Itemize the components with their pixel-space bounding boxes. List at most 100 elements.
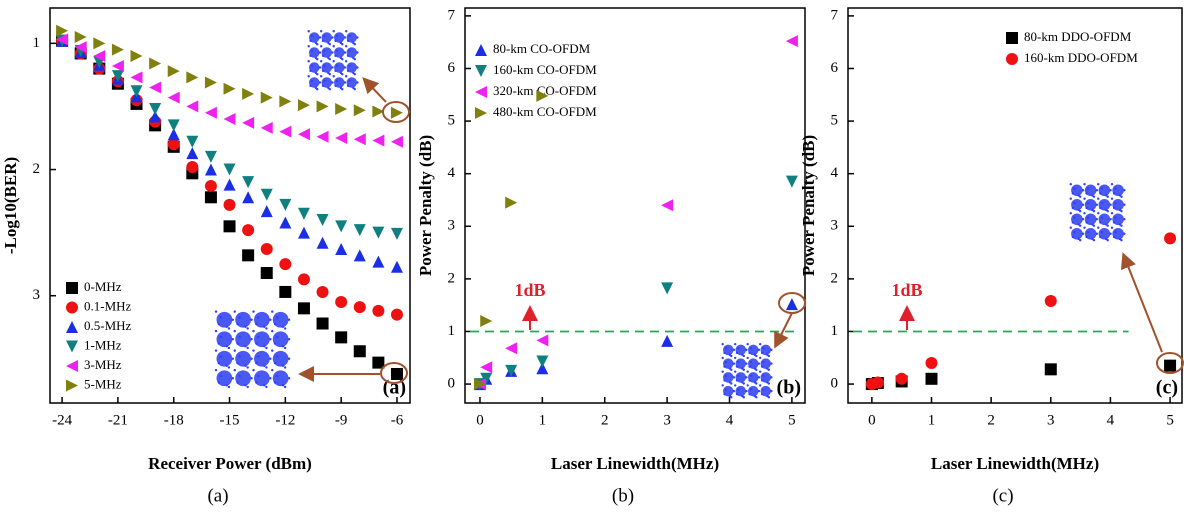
marker (390, 260, 403, 273)
constellation-noise (1099, 192, 1102, 195)
constellation-noise (762, 374, 765, 377)
constellation-noise (753, 394, 757, 398)
constellation-noise (746, 342, 749, 346)
x-tick-label: 3 (663, 412, 671, 428)
y-tick-label: 5 (831, 113, 839, 129)
constellation-noise (344, 45, 348, 48)
constellation-noise (1069, 212, 1072, 215)
marker (223, 163, 236, 176)
constellation-noise (760, 392, 764, 396)
constellation-noise (287, 377, 291, 380)
constellation-noise (323, 49, 326, 52)
marker (260, 267, 273, 280)
constellation-noise (257, 316, 260, 319)
constellation-noise (1077, 223, 1080, 226)
constellation-noise (244, 325, 247, 328)
constellation-noise (244, 364, 247, 367)
constellation-noise (745, 362, 748, 365)
constellation-noise (219, 355, 223, 358)
constellation-noise (321, 69, 325, 73)
constellation-noise (749, 374, 753, 377)
constellation-noise (1110, 197, 1114, 200)
constellation-noise (346, 84, 350, 88)
constellation-noise (348, 64, 351, 67)
constellation-noise (1104, 208, 1108, 212)
marker (335, 102, 348, 115)
marker (204, 179, 217, 192)
marker (505, 364, 518, 377)
constellation-noise (758, 342, 762, 346)
constellation-noise (269, 318, 272, 321)
constellation-noise (323, 34, 326, 37)
constellation-noise (343, 51, 347, 54)
constellation-point (1071, 198, 1083, 211)
constellation-noise (1086, 230, 1090, 234)
caption: (a) (207, 485, 228, 506)
pointer-arrow (362, 77, 387, 103)
constellation-noise (339, 41, 343, 45)
constellation-noise (1071, 192, 1075, 195)
constellation-noise (225, 384, 228, 387)
marker (390, 367, 403, 380)
marker (661, 334, 674, 347)
constellation-noise (1118, 223, 1122, 226)
constellation-noise (309, 54, 312, 58)
constellation-noise (327, 41, 330, 45)
constellation-noise (314, 71, 318, 75)
constellation-noise (1069, 183, 1072, 186)
constellation-noise (735, 379, 739, 382)
constellation-noise (1081, 232, 1085, 235)
constellation-noise (753, 353, 757, 357)
constellation-noise (255, 381, 258, 384)
marker (785, 175, 798, 188)
constellation-noise (332, 30, 335, 33)
marker (242, 176, 255, 189)
plot-frame (464, 7, 806, 404)
constellation-noise (749, 347, 753, 350)
constellation-point (216, 370, 233, 387)
constellation-noise (762, 347, 765, 350)
marker (130, 85, 143, 98)
marker (505, 342, 518, 355)
marker (149, 81, 162, 94)
annotation: 1dB (891, 280, 922, 300)
constellation-noise (1104, 194, 1108, 197)
marker (390, 227, 403, 240)
constellation-noise (1077, 237, 1080, 241)
constellation-point (1112, 213, 1124, 226)
constellation-noise (236, 322, 239, 326)
marker (74, 31, 87, 44)
marker (167, 119, 180, 132)
constellation-noise (252, 349, 255, 352)
marker (186, 135, 199, 148)
x-tick-label: -21 (108, 412, 128, 428)
marker (335, 331, 348, 344)
constellation-point (1071, 184, 1083, 197)
constellation-noise (263, 364, 266, 367)
legend-marker (66, 340, 78, 353)
x-tick-label: 3 (1047, 412, 1055, 428)
constellation-noise (728, 353, 732, 357)
constellation-noise (728, 394, 732, 398)
constellation-noise (1100, 230, 1104, 234)
legend-label: 0-MHz (84, 279, 122, 294)
constellation-noise (1100, 201, 1104, 205)
constellation-noise (309, 69, 312, 73)
constellation-noise (745, 389, 748, 393)
constellation-point (254, 370, 270, 387)
marker (372, 255, 385, 268)
constellation-noise (339, 86, 343, 90)
constellation-noise (321, 54, 325, 58)
y-tick-label: 6 (448, 60, 456, 76)
constellation-noise (332, 60, 335, 63)
constellation-noise (238, 335, 241, 339)
constellation-noise (217, 322, 221, 326)
marker (1044, 294, 1057, 307)
marker (316, 100, 329, 113)
constellation-noise (275, 335, 279, 339)
constellation-point (216, 331, 233, 348)
constellation-inset (214, 310, 291, 389)
constellation-noise (227, 346, 231, 350)
constellation-point (1098, 198, 1111, 211)
constellation-point (1098, 213, 1111, 226)
